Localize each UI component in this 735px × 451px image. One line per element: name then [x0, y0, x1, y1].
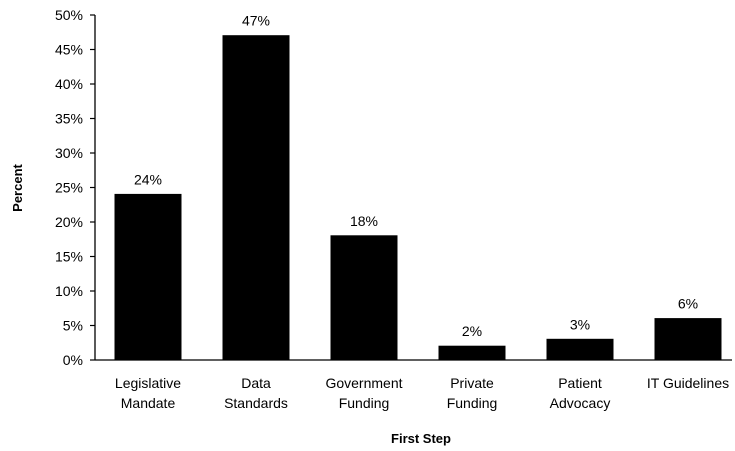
y-tick-label: 25% — [55, 180, 83, 196]
x-tick-label-line: Data — [241, 375, 271, 391]
y-tick-label: 20% — [55, 214, 83, 230]
data-label: 6% — [678, 296, 698, 312]
x-axis-labels: Legislative Mandate Data Standards Governmen… — [115, 375, 729, 411]
y-tick-label: 15% — [55, 249, 83, 265]
y-tick-label: 0% — [63, 352, 83, 368]
y-tick-label: 50% — [55, 7, 83, 23]
x-tick-label-line: Legislative — [115, 375, 181, 391]
y-tick-label: 45% — [55, 42, 83, 58]
bar — [330, 235, 398, 361]
bar — [222, 35, 290, 361]
x-tick-label: Private Funding — [447, 375, 498, 411]
data-label: 24% — [134, 171, 162, 187]
data-label: 47% — [242, 13, 270, 29]
x-tick-label: Patient Advocacy — [550, 375, 611, 411]
bars: 24% 47% 18% 2% 3% 6% — [114, 13, 722, 361]
y-tick-label: 30% — [55, 145, 83, 161]
y-tick-label: 35% — [55, 111, 83, 127]
x-tick-label: Data Standards — [224, 375, 288, 411]
bar — [438, 345, 506, 361]
x-axis-title: First Step — [391, 431, 451, 446]
x-tick-label-line: IT Guidelines — [647, 375, 729, 391]
y-axis-title: Percent — [10, 163, 25, 211]
y-tick-label: 40% — [55, 76, 83, 92]
bar — [546, 338, 614, 361]
data-label: 2% — [462, 323, 482, 339]
x-tick-label-line: Patient — [558, 375, 602, 391]
x-tick-label-line: Standards — [224, 395, 288, 411]
bar — [114, 193, 182, 361]
x-tick-label-line: Advocacy — [550, 395, 611, 411]
y-axis-ticks: 0% 5% 10% 15% 20% 25% 30% 35% 40% 45% 50% — [55, 7, 95, 368]
x-tick-label-line: Funding — [447, 395, 498, 411]
x-tick-label: Legislative Mandate — [115, 375, 181, 411]
x-tick-label-line: Funding — [339, 395, 390, 411]
x-tick-label-line: Private — [450, 375, 494, 391]
x-tick-label-line: Mandate — [121, 395, 176, 411]
x-tick-label: Government Funding — [325, 375, 402, 411]
bar — [654, 318, 722, 361]
data-label: 3% — [570, 316, 590, 332]
x-tick-label-line: Government — [325, 375, 402, 391]
data-label: 18% — [350, 213, 378, 229]
x-tick-label: IT Guidelines — [647, 375, 729, 391]
y-tick-label: 5% — [63, 318, 83, 334]
y-tick-label: 10% — [55, 283, 83, 299]
